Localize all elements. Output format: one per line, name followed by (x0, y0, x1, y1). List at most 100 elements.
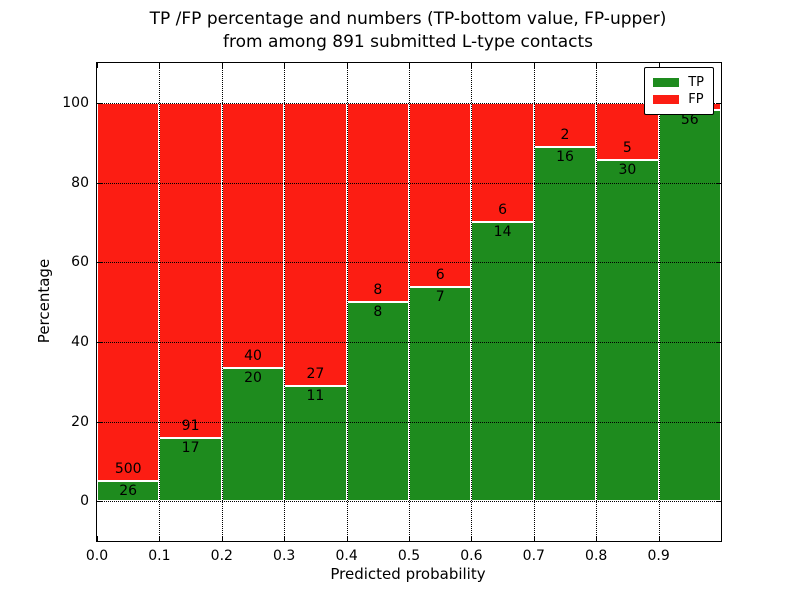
gridline-vertical (596, 63, 598, 541)
y-axis-label: Percentage (35, 258, 53, 344)
y-tick-mark (97, 262, 102, 264)
fp-legend-swatch (653, 95, 680, 104)
gridline-vertical (159, 63, 161, 541)
x-tick-mark (159, 63, 161, 68)
x-tick-mark (346, 63, 348, 68)
y-tick-mark (97, 421, 102, 423)
tp-bar-segment (658, 109, 721, 502)
y-tick-mark (97, 341, 102, 343)
x-tick-mark (471, 536, 473, 541)
fp-count-label: 40 (244, 348, 262, 365)
x-tick-mark (284, 63, 286, 68)
chart-title: TP /FP percentage and numbers (TP-bottom… (150, 8, 667, 55)
x-tick-mark (97, 536, 98, 541)
x-tick-mark (221, 536, 223, 541)
x-tick-mark (596, 536, 598, 541)
gridline-vertical (658, 63, 660, 541)
x-tick-mark (346, 536, 348, 541)
x-axis-label: Predicted probability (330, 565, 486, 583)
tp-count-label: 20 (244, 370, 262, 387)
y-tick-label: 60 (71, 254, 89, 271)
x-tick-label: 0.1 (148, 548, 171, 564)
tp-bar-segment (471, 222, 534, 502)
fp-bar-segment (221, 102, 285, 369)
tp-bar-segment (97, 481, 160, 502)
x-tick-label: 0.4 (335, 548, 358, 564)
gridline-vertical (533, 63, 535, 541)
tp-bar-segment (346, 302, 409, 502)
gridline-vertical (471, 63, 473, 541)
fp-bar-segment (97, 102, 160, 482)
x-tick-label: 0.3 (273, 548, 296, 564)
legend-item-tp: TP (653, 74, 704, 91)
tp-count-label: 14 (493, 224, 512, 241)
y-tick-label: 80 (71, 174, 89, 191)
tp-bar-segment (596, 159, 659, 502)
x-tick-mark (284, 536, 286, 541)
x-tick-label: 0.6 (460, 548, 483, 564)
fp-bar-segment (159, 102, 222, 439)
x-tick-label: 0.7 (522, 548, 545, 564)
legend: TP FP (644, 67, 714, 115)
fp-count-label: 6 (435, 266, 445, 283)
y-tick-mark (716, 102, 721, 104)
plot-area: TP FP 5002691174020271188676142165301560… (62, 62, 722, 564)
x-tick-label: 0.5 (397, 548, 421, 564)
chart-title-line2: from among 891 submitted L-type contacts (222, 32, 594, 53)
x-tick-mark (533, 63, 535, 68)
gridline-vertical (346, 63, 348, 541)
fp-count-label: 2 (560, 127, 570, 144)
tp-count-label: 56 (680, 111, 699, 128)
y-tick-mark (716, 341, 721, 343)
x-tick-mark (97, 63, 98, 68)
x-tick-mark (409, 536, 410, 541)
fp-count-label: 8 (373, 282, 383, 298)
gridline-vertical (409, 63, 410, 541)
fp-legend-label: FP (688, 92, 704, 107)
y-tick-mark (716, 501, 721, 503)
y-tick-mark (716, 182, 721, 184)
tp-count-label: 26 (119, 483, 138, 500)
y-tick-label: 40 (71, 333, 89, 350)
fp-bar-segment (409, 102, 472, 287)
tp-bar-segment (533, 147, 597, 502)
y-tick-mark (97, 102, 102, 104)
tp-count-label: 16 (556, 149, 574, 166)
fp-bar-segment (471, 102, 534, 223)
tp-legend-label: TP (688, 75, 704, 90)
tp-count-label: 8 (373, 304, 383, 320)
x-tick-mark (596, 63, 598, 68)
y-tick-mark (716, 262, 721, 264)
x-tick-mark (533, 536, 535, 541)
fp-count-label: 5 (622, 139, 632, 156)
chart-title-line1: TP /FP percentage and numbers (TP-bottom… (149, 9, 667, 29)
x-tick-mark (221, 63, 223, 68)
x-tick-label: 0.0 (85, 548, 109, 564)
x-tick-mark (471, 63, 473, 68)
x-tick-label: 0.9 (647, 548, 670, 564)
fp-bar-segment (284, 102, 347, 386)
gridline-vertical (221, 63, 223, 541)
tp-bar-segment (221, 368, 285, 502)
fp-count-label: 6 (498, 202, 508, 219)
y-tick-label: 0 (80, 493, 89, 510)
x-tick-mark (159, 536, 161, 541)
x-tick-label: 0.8 (585, 548, 608, 564)
fp-count-label: 500 (114, 461, 142, 478)
tp-bar-segment (159, 438, 222, 502)
tp-count-label: 11 (306, 387, 325, 404)
fp-count-label: 91 (181, 418, 200, 435)
y-tick-label: 100 (62, 94, 89, 111)
x-tick-mark (658, 536, 660, 541)
y-tick-label: 20 (71, 413, 89, 430)
fp-count-label: 27 (306, 365, 325, 382)
legend-item-fp: FP (653, 91, 704, 108)
fp-bar-segment (346, 102, 409, 302)
tp-count-label: 30 (618, 161, 637, 178)
x-tick-mark (409, 63, 410, 68)
tp-count-label: 7 (435, 288, 445, 305)
tp-count-label: 17 (181, 440, 200, 457)
x-tick-label: 0.2 (210, 548, 233, 564)
y-tick-mark (716, 421, 721, 423)
